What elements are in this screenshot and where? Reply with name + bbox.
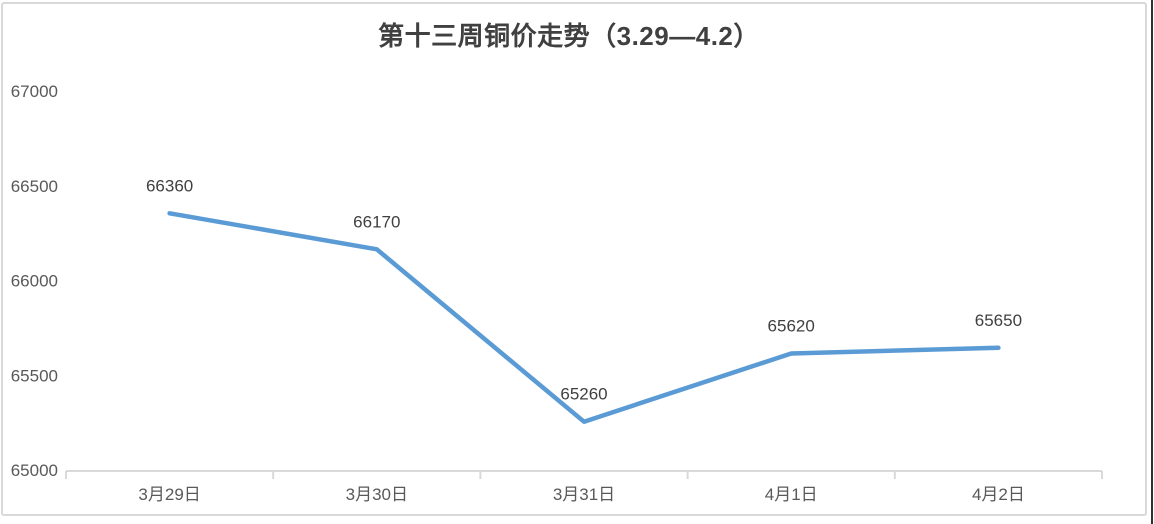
x-axis-category-label: 3月31日 (553, 485, 615, 504)
chart-title: 第十三周铜价走势（3.29—4.2） (378, 21, 760, 51)
y-axis-tick-label: 67000 (11, 82, 58, 101)
x-axis-category-label: 3月30日 (346, 485, 408, 504)
data-label: 66360 (146, 176, 193, 195)
data-label: 65260 (560, 385, 607, 404)
data-label: 65620 (768, 317, 815, 336)
y-axis-tick-label: 66000 (11, 272, 58, 291)
data-label: 66170 (353, 212, 400, 231)
x-axis-category-label: 4月1日 (765, 485, 818, 504)
x-axis-category-label: 3月29日 (138, 485, 200, 504)
chart-frame (1, 2, 1147, 516)
window-right-edge (1151, 0, 1153, 524)
price-line (167, 211, 1001, 424)
data-label: 65650 (975, 311, 1022, 330)
y-axis-tick-label: 65500 (11, 366, 58, 385)
y-axis-tick-label: 66500 (11, 177, 58, 196)
y-axis-tick-label: 65000 (11, 461, 58, 480)
x-axis-category-label: 4月2日 (972, 485, 1025, 504)
